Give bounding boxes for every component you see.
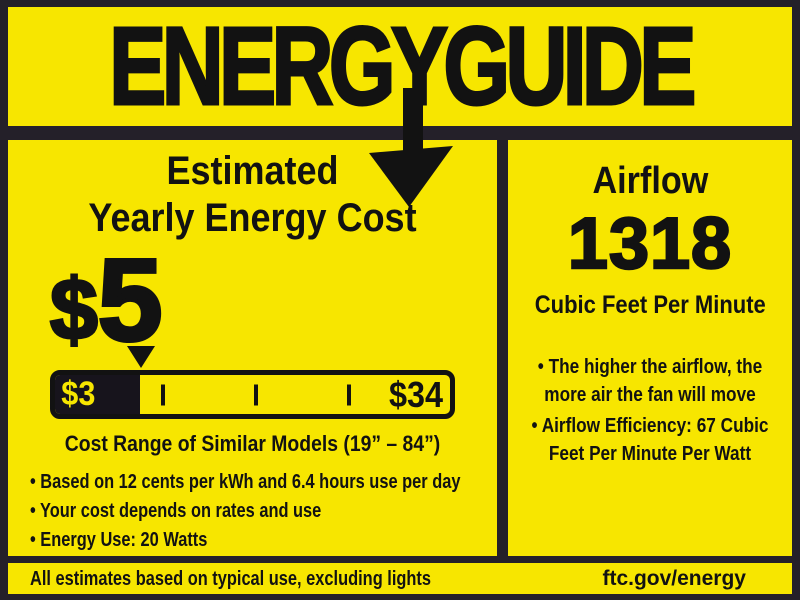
list-item: • Based on 12 cents per kWh and 6.4 hour… bbox=[30, 470, 461, 494]
cost-notes-list: • Based on 12 cents per kWh and 6.4 hour… bbox=[8, 467, 497, 554]
list-item: • Airflow Efficiency: 67 Cubic Feet Per … bbox=[531, 414, 769, 465]
cost-range-caption: Cost Range of Similar Models (19” – 84”) bbox=[64, 431, 441, 457]
bar-fill: $3 bbox=[55, 375, 140, 415]
bar-tick bbox=[347, 384, 352, 406]
airflow-heading: Airflow bbox=[592, 160, 708, 202]
airflow-unit: Cubic Feet Per Minute bbox=[534, 291, 766, 319]
airflow-panel: Airflow 1318 Cubic Feet Per Minute • The… bbox=[508, 140, 792, 556]
list-item: • The higher the airflow, the more air t… bbox=[537, 355, 763, 406]
footer-divider bbox=[8, 556, 792, 563]
yearly-cost-value: $5 bbox=[8, 235, 497, 366]
ftc-url: ftc.gov/energy bbox=[602, 566, 746, 590]
airflow-notes-list: • The higher the airflow, the more air t… bbox=[524, 353, 776, 471]
airflow-value: 1318 bbox=[567, 204, 733, 284]
footer-disclaimer: All estimates based on typical use, excl… bbox=[30, 566, 431, 590]
bar-min-label: $3 bbox=[61, 375, 96, 414]
cost-range-bar: $3 $34 bbox=[50, 346, 455, 420]
cost-marker-icon bbox=[127, 346, 155, 369]
cost-heading-line2: Yearly Energy Cost bbox=[88, 196, 417, 241]
list-item: • Energy Use: 20 Watts bbox=[30, 528, 208, 552]
cost-currency-symbol: $ bbox=[49, 261, 100, 358]
bar-track: $3 $34 bbox=[50, 370, 455, 420]
bar-tick bbox=[254, 384, 259, 406]
bar-tick bbox=[160, 384, 165, 406]
bar-max-label: $34 bbox=[388, 373, 443, 415]
cost-amount: 5 bbox=[96, 235, 164, 366]
panel-divider bbox=[497, 140, 508, 556]
footer-band: All estimates based on typical use, excl… bbox=[8, 563, 792, 594]
list-item: • Your cost depends on rates and use bbox=[30, 499, 322, 523]
cost-heading-line1: Estimated bbox=[166, 149, 339, 193]
energyguide-logo: ENERGYGUIDE bbox=[108, 4, 698, 128]
main-panels: Estimated Yearly Energy Cost $5 $3 $34 bbox=[8, 140, 792, 556]
energy-cost-panel: Estimated Yearly Energy Cost $5 $3 $34 bbox=[8, 140, 497, 556]
header-band: ENERGYGUIDE bbox=[8, 7, 792, 126]
